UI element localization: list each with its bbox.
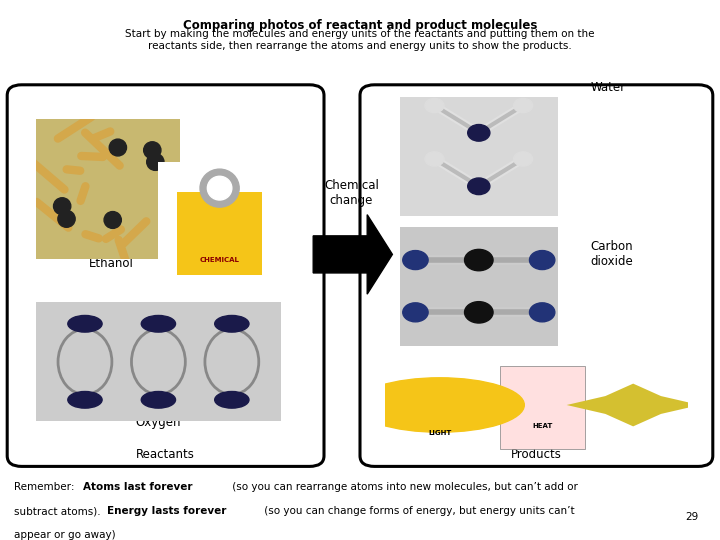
Circle shape xyxy=(464,302,493,323)
Circle shape xyxy=(425,152,444,166)
FancyBboxPatch shape xyxy=(36,119,180,259)
Circle shape xyxy=(513,98,533,113)
Polygon shape xyxy=(177,192,262,275)
Circle shape xyxy=(355,378,524,432)
Circle shape xyxy=(144,142,161,159)
Circle shape xyxy=(468,125,490,141)
Circle shape xyxy=(109,139,127,156)
Circle shape xyxy=(402,303,428,322)
FancyArrowPatch shape xyxy=(316,246,386,263)
Circle shape xyxy=(215,392,249,408)
Text: Chemical
change: Chemical change xyxy=(324,179,379,207)
Text: Water: Water xyxy=(590,81,626,94)
Text: Energy lasts forever: Energy lasts forever xyxy=(107,506,226,516)
Text: (so you can change forms of energy, but energy units can’t: (so you can change forms of energy, but … xyxy=(261,506,575,516)
Circle shape xyxy=(207,176,232,200)
FancyBboxPatch shape xyxy=(360,85,713,467)
Text: appear or go away): appear or go away) xyxy=(14,530,116,540)
Circle shape xyxy=(215,315,249,332)
Circle shape xyxy=(58,211,75,227)
Text: Ethanol: Ethanol xyxy=(89,257,134,270)
Text: Reactants: Reactants xyxy=(136,448,195,461)
Text: Carbon
dioxide: Carbon dioxide xyxy=(590,240,633,268)
FancyBboxPatch shape xyxy=(153,156,287,287)
Polygon shape xyxy=(567,383,700,427)
FancyBboxPatch shape xyxy=(400,227,558,346)
Text: Oxygen: Oxygen xyxy=(135,416,181,429)
Text: (so you can rearrange atoms into new molecules, but can’t add or: (so you can rearrange atoms into new mol… xyxy=(229,482,578,492)
Text: Atoms last forever: Atoms last forever xyxy=(83,482,192,492)
FancyBboxPatch shape xyxy=(400,97,558,216)
Polygon shape xyxy=(313,215,392,294)
Circle shape xyxy=(53,198,71,214)
Text: Start by making the molecules and energy units of the reactants and putting them: Start by making the molecules and energy… xyxy=(125,29,595,51)
Circle shape xyxy=(147,153,164,171)
FancyBboxPatch shape xyxy=(36,302,281,421)
Text: Remember:: Remember: xyxy=(14,482,78,492)
Circle shape xyxy=(104,212,122,228)
Text: subtract atoms).: subtract atoms). xyxy=(14,506,104,516)
Circle shape xyxy=(464,249,493,271)
Text: CHEMICAL: CHEMICAL xyxy=(199,257,240,263)
Text: LIGHT: LIGHT xyxy=(428,430,451,436)
Text: 29: 29 xyxy=(685,512,698,522)
Circle shape xyxy=(68,392,102,408)
Circle shape xyxy=(402,251,428,269)
Circle shape xyxy=(529,303,555,322)
Circle shape xyxy=(141,392,176,408)
Circle shape xyxy=(141,315,176,332)
Circle shape xyxy=(529,251,555,269)
Text: Products: Products xyxy=(511,448,562,461)
Circle shape xyxy=(200,169,239,207)
Text: HEAT: HEAT xyxy=(532,423,553,429)
Circle shape xyxy=(468,178,490,194)
Circle shape xyxy=(68,315,102,332)
FancyBboxPatch shape xyxy=(500,366,585,449)
Text: Comparing photos of reactant and product molecules: Comparing photos of reactant and product… xyxy=(183,18,537,31)
Circle shape xyxy=(425,98,444,113)
FancyBboxPatch shape xyxy=(7,85,324,467)
Circle shape xyxy=(513,152,533,166)
